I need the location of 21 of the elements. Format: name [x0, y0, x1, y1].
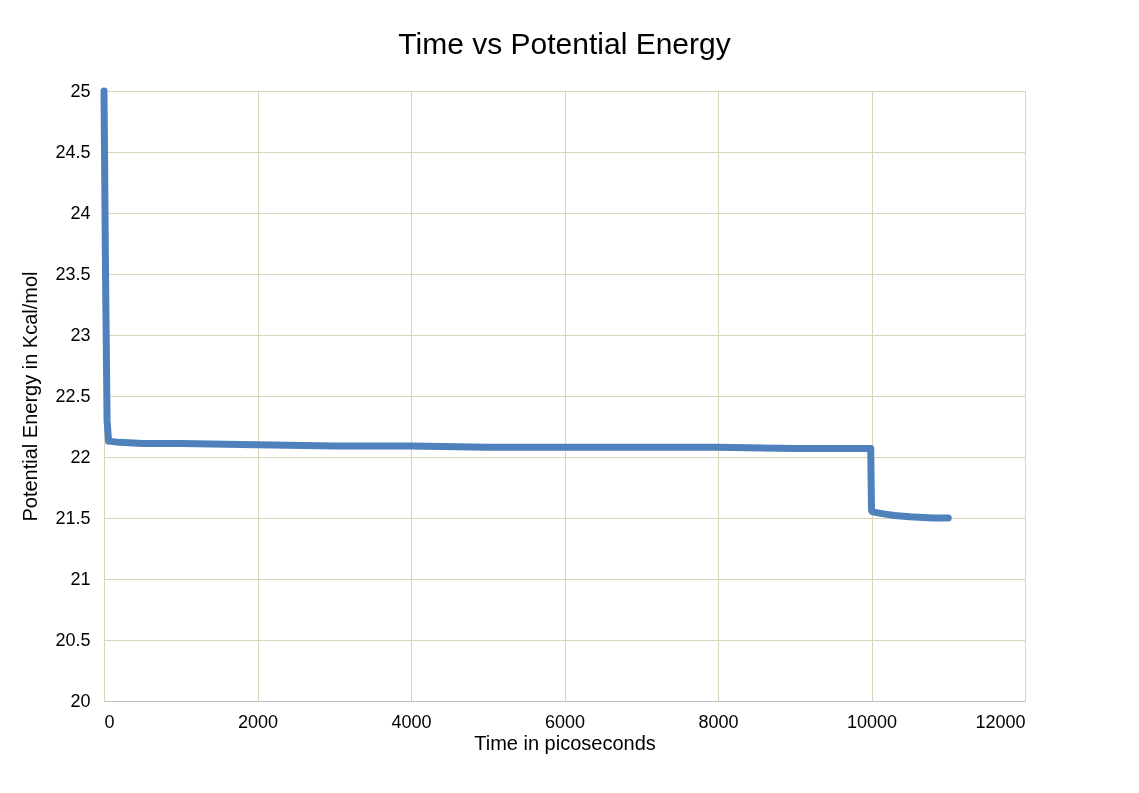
x-axis-title: Time in picoseconds	[474, 731, 656, 754]
x-tick-label: 0	[104, 711, 115, 732]
y-tick-label: 22.5	[55, 385, 91, 406]
y-tick-label: 23	[70, 324, 91, 345]
x-tick-label: 10000	[846, 711, 898, 732]
y-tick-label: 24	[70, 202, 91, 223]
x-tick-label: 2000	[237, 711, 279, 732]
y-tick-label: 21	[70, 568, 91, 589]
x-tick-label: 4000	[391, 711, 432, 732]
y-tick-label: 24.5	[55, 141, 91, 162]
x-tick-label: 8000	[698, 711, 739, 732]
y-tick-label: 25	[70, 80, 91, 101]
y-tick-label: 21.5	[55, 507, 91, 528]
x-tick-label: 12000	[975, 711, 1026, 732]
y-tick-label: 23.5	[55, 263, 91, 284]
y-tick-label: 20.5	[55, 629, 91, 650]
y-tick-label: 20	[70, 690, 91, 711]
y-axis-title: Potential Energy in Kcal/mol	[19, 271, 42, 522]
chart-title: Time vs Potential Energy	[398, 27, 731, 60]
y-tick-label: 22	[70, 446, 91, 467]
x-tick-label: 6000	[544, 711, 586, 732]
